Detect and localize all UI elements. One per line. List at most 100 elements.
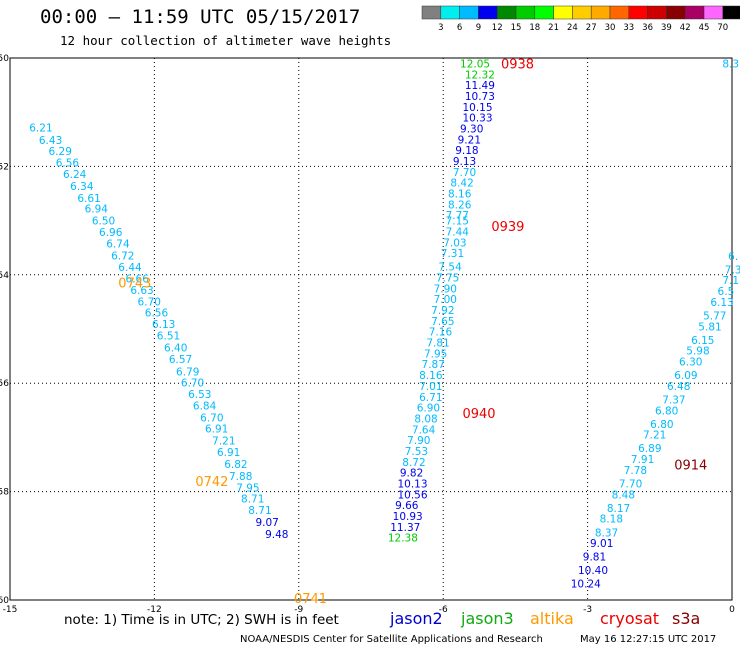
swh-point: 6.57 bbox=[169, 354, 192, 366]
swh-point: 7.53 bbox=[405, 446, 428, 458]
colorbar-swatch bbox=[703, 5, 724, 20]
swh-point: 12.32 bbox=[465, 69, 495, 81]
colorbar-label: 3 bbox=[438, 23, 443, 33]
swh-point: 9.81 bbox=[583, 552, 606, 564]
swh-point: 6.09 bbox=[674, 370, 697, 382]
swh-point: 8.71 bbox=[241, 494, 264, 506]
swh-point: 6.5 bbox=[718, 286, 735, 298]
swh-point: 9.48 bbox=[265, 529, 288, 541]
swh-point: 7.37 bbox=[662, 394, 685, 406]
swh-point: 7.70 bbox=[453, 167, 476, 179]
swh-point: 10.13 bbox=[397, 478, 427, 490]
swh-point: 6.34 bbox=[70, 181, 94, 193]
swh-point: 7.77 bbox=[446, 210, 469, 222]
swh-point: 11.37 bbox=[390, 522, 420, 534]
credit-text: NOAA/NESDIS Center for Satellite Applica… bbox=[240, 634, 543, 645]
colorbar-swatch bbox=[496, 5, 517, 20]
colorbar-swatch bbox=[440, 5, 460, 20]
swh-point: 7.87 bbox=[422, 359, 445, 371]
colorbar-swatch bbox=[478, 5, 498, 20]
swh-point: 6.91 bbox=[217, 447, 240, 459]
swh-point: 6.96 bbox=[99, 227, 123, 239]
swh-point: 6.40 bbox=[164, 342, 187, 354]
legend-jason2: jason2 bbox=[390, 609, 443, 628]
swh-point: 10.93 bbox=[393, 511, 423, 523]
swh-point: 6.94 bbox=[85, 204, 109, 216]
swh-point: 10.24 bbox=[571, 579, 601, 591]
swh-point: 6.44 bbox=[118, 262, 142, 274]
swh-point: 6. bbox=[728, 251, 738, 263]
swh-point: 6.70 bbox=[181, 378, 204, 390]
swh-point: 6.53 bbox=[188, 389, 211, 401]
swh-point: 7.90 bbox=[407, 435, 430, 447]
pass-time-label: 0742 bbox=[195, 475, 228, 490]
swh-point: 10.73 bbox=[465, 91, 495, 103]
swh-point: 10.56 bbox=[397, 489, 427, 501]
x-tick-label: -15 bbox=[3, 605, 18, 615]
swh-point: 7.92 bbox=[431, 305, 454, 317]
swh-point: 6.48 bbox=[667, 381, 690, 393]
swh-point: 9.66 bbox=[395, 500, 419, 512]
swh-point: 10.15 bbox=[462, 102, 492, 114]
swh-point: 7.3 bbox=[725, 264, 740, 276]
colorbar-swatch bbox=[666, 5, 686, 20]
swh-point: 5.77 bbox=[703, 310, 726, 322]
swh-point: 7.75 bbox=[436, 273, 459, 285]
swh-point: 7.95 bbox=[236, 482, 259, 494]
swh-point: 8.72 bbox=[402, 457, 425, 469]
swh-point: 7.95 bbox=[424, 348, 447, 360]
colorbar-label: 18 bbox=[529, 23, 540, 33]
colorbar-label: 33 bbox=[623, 23, 634, 33]
swh-point: 6.84 bbox=[193, 400, 217, 412]
swh-point: 7.64 bbox=[412, 424, 436, 436]
x-tick-label: 0 bbox=[729, 605, 735, 615]
swh-point: 9.13 bbox=[453, 156, 476, 168]
y-tick-label: -52 bbox=[0, 162, 9, 172]
swh-point: 9.30 bbox=[460, 123, 483, 135]
swh-point: 5.81 bbox=[698, 321, 721, 333]
swh-point: 6.80 bbox=[655, 405, 678, 417]
swh-point: 8.71 bbox=[248, 505, 271, 517]
swh-point: 6.72 bbox=[111, 250, 134, 262]
swh-point: 6.63 bbox=[130, 285, 153, 297]
swh-point: 6.91 bbox=[205, 424, 228, 436]
colorbar-label: 6 bbox=[457, 23, 462, 33]
swh-point: 6.61 bbox=[77, 193, 100, 205]
y-tick-label: -56 bbox=[0, 379, 9, 389]
colorbar-label: 12 bbox=[492, 23, 503, 33]
y-tick-label: -60 bbox=[0, 596, 9, 606]
swh-point: 8.17 bbox=[607, 503, 630, 515]
swh-point: 12.38 bbox=[388, 533, 418, 545]
swh-point: 10.40 bbox=[578, 565, 608, 577]
swh-point: 6.56 bbox=[145, 308, 169, 320]
y-tick-label: -50 bbox=[0, 54, 9, 64]
swh-point: 7.44 bbox=[446, 226, 470, 238]
colorbar-swatch bbox=[459, 5, 479, 20]
swh-point: 8.37 bbox=[595, 527, 618, 539]
swh-point: 7.21 bbox=[643, 430, 666, 442]
swh-point: 7.78 bbox=[624, 465, 647, 477]
pass-time-label: 0914 bbox=[674, 459, 707, 474]
swh-point: 6.66 bbox=[126, 274, 150, 286]
swh-point: 9.21 bbox=[458, 134, 481, 146]
swh-point: 8.08 bbox=[414, 413, 437, 425]
swh-point: 7.15 bbox=[446, 216, 469, 228]
grid-lines bbox=[10, 58, 732, 600]
colorbar-swatch bbox=[609, 5, 630, 20]
swh-point: 7.81 bbox=[426, 338, 449, 350]
swh-point: 6.30 bbox=[679, 357, 702, 369]
y-tick-label: -58 bbox=[0, 488, 9, 498]
plot-frame bbox=[9, 57, 733, 601]
colorbar-label: 15 bbox=[511, 23, 522, 33]
colorbar-swatch bbox=[534, 5, 554, 20]
colorbar-label: 21 bbox=[548, 23, 559, 33]
colorbar-swatch bbox=[421, 5, 442, 20]
swh-point: 7.03 bbox=[443, 237, 466, 249]
chart-title: 00:00 – 11:59 UTC 05/15/2017 bbox=[40, 6, 361, 28]
swh-point: 6.70 bbox=[138, 296, 161, 308]
swh-point: 7.91 bbox=[631, 454, 654, 466]
legend-altika: altika bbox=[530, 609, 574, 628]
pass-time-label: 0938 bbox=[501, 57, 534, 72]
